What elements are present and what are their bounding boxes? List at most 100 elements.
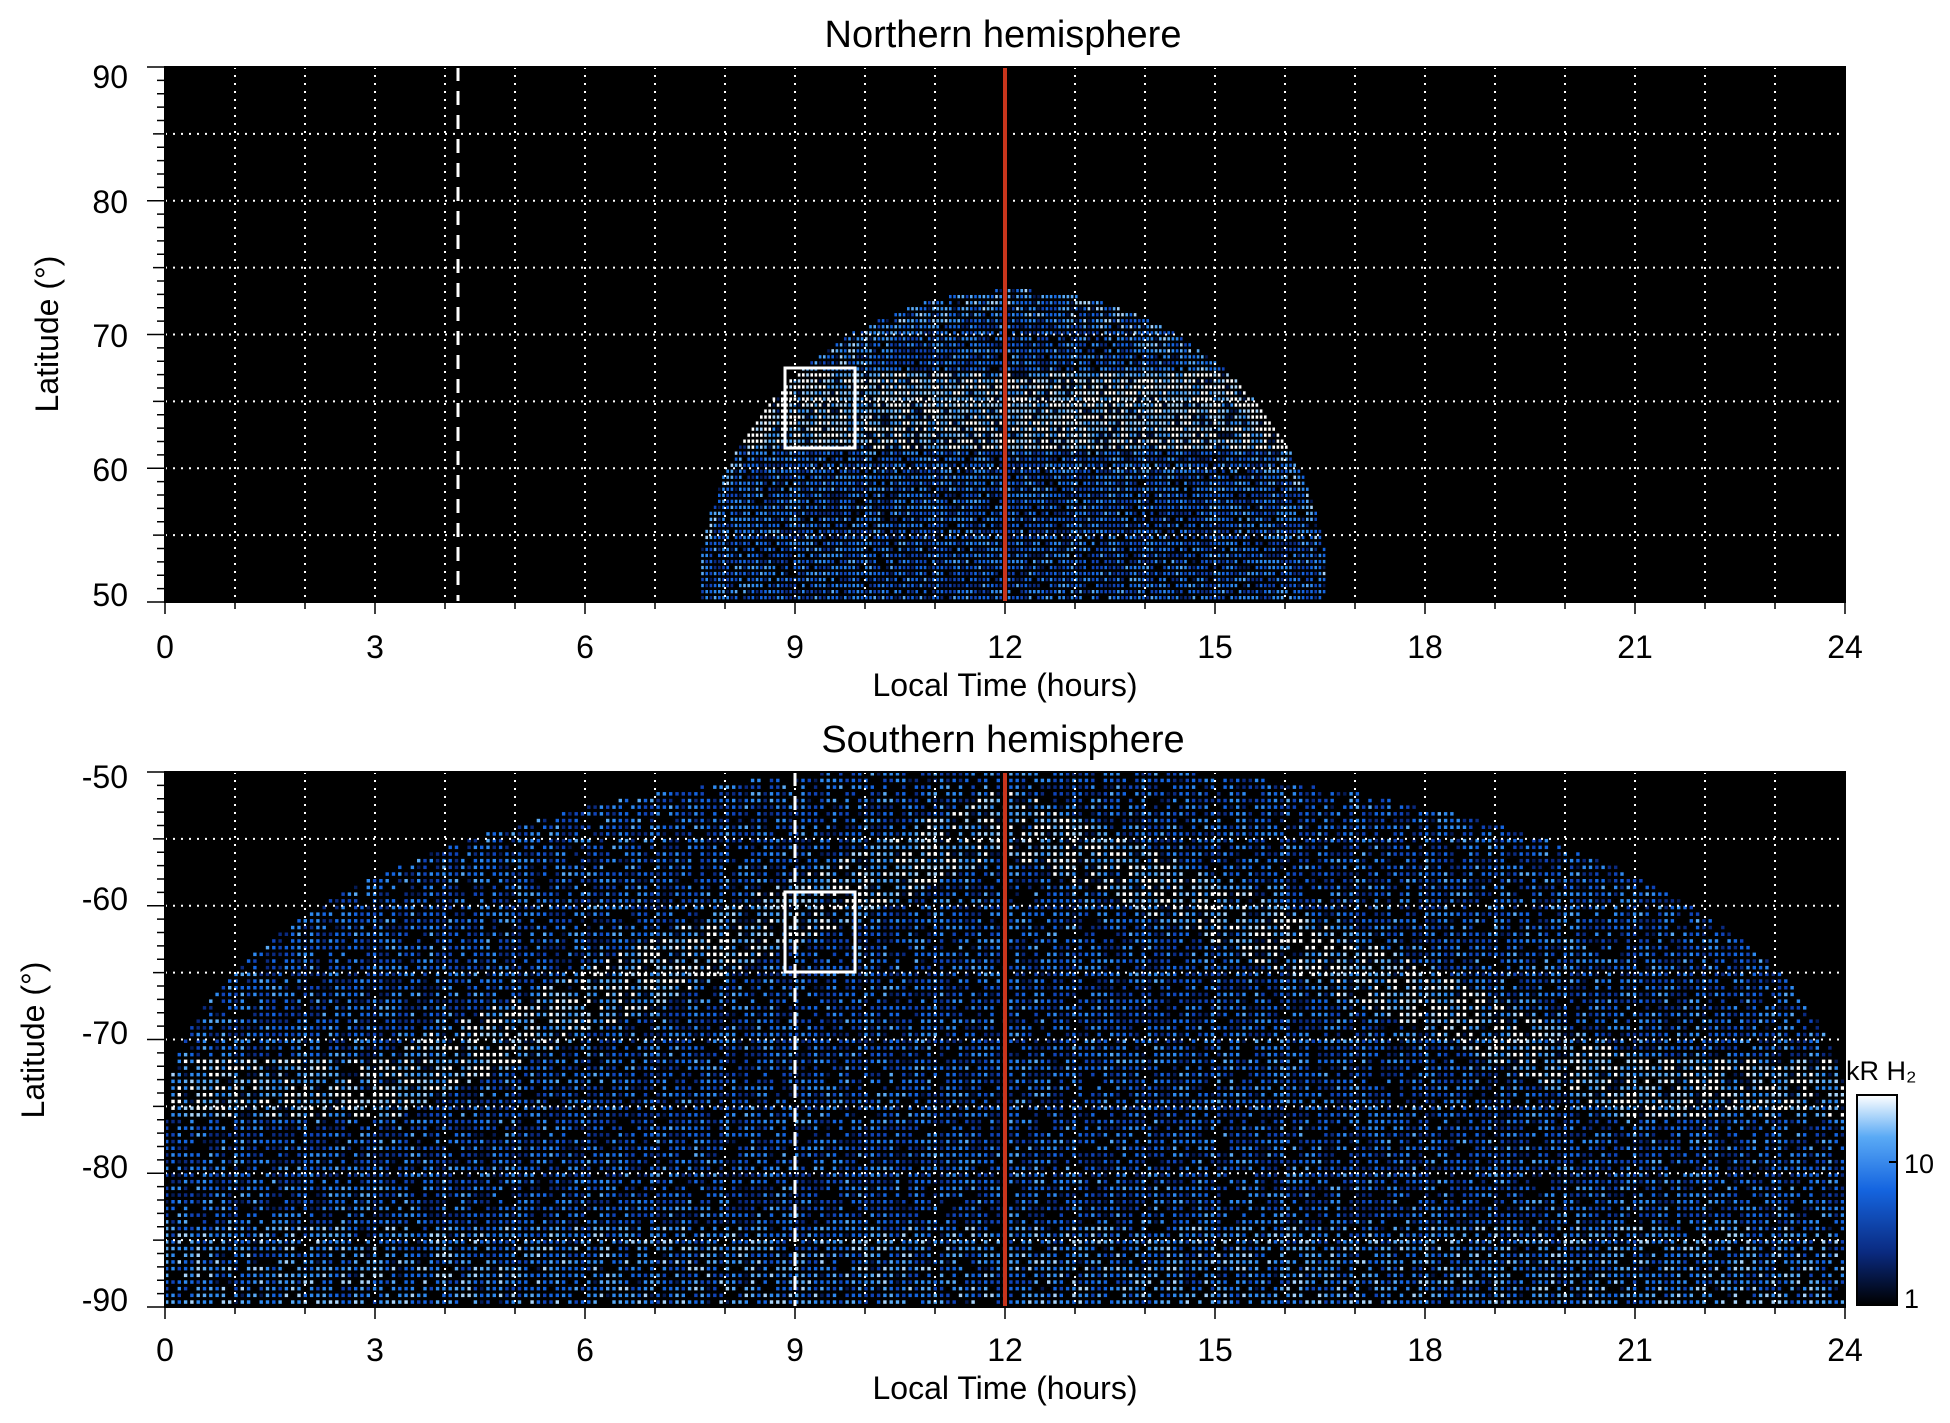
north-heat-cell bbox=[936, 367, 939, 371]
north-heat-cell bbox=[827, 529, 830, 534]
north-heat-cell bbox=[810, 481, 813, 485]
north-heat-cell bbox=[957, 409, 960, 413]
north-heat-cell bbox=[936, 403, 939, 407]
north-heat-cell bbox=[995, 529, 998, 534]
north-heat-cell bbox=[1075, 373, 1078, 377]
north-heat-cell bbox=[1138, 343, 1141, 347]
north-heat-cell bbox=[1167, 487, 1170, 491]
north-heat-cell bbox=[1159, 596, 1162, 600]
north-heat-cell bbox=[1180, 571, 1183, 576]
north-heat-cell bbox=[1096, 565, 1099, 570]
north-heat-cell bbox=[902, 361, 906, 365]
north-heat-cell bbox=[869, 391, 872, 395]
north-heat-cell bbox=[1024, 596, 1028, 600]
north-heat-cell bbox=[995, 301, 998, 305]
north-heat-cell bbox=[869, 493, 872, 497]
north-heat-cell bbox=[844, 463, 847, 467]
north-heat-cell bbox=[919, 427, 923, 431]
north-heat-cell bbox=[856, 331, 860, 335]
north-heat-cell bbox=[818, 427, 822, 431]
north-heat-cell bbox=[781, 559, 784, 564]
north-heat-cell bbox=[755, 547, 759, 552]
north-heat-cell bbox=[1091, 337, 1095, 341]
north-heat-cell bbox=[860, 457, 864, 461]
north-heat-cell bbox=[852, 535, 855, 540]
north-heat-cell bbox=[1041, 553, 1044, 558]
north-heat-cell bbox=[991, 343, 994, 347]
north-heat-cell bbox=[1007, 301, 1011, 305]
north-heat-cell bbox=[827, 391, 830, 395]
north-heat-cell bbox=[1058, 596, 1061, 600]
north-heat-cell bbox=[1100, 433, 1103, 437]
north-heat-cell bbox=[1159, 475, 1162, 479]
north-heat-cell bbox=[1012, 475, 1015, 479]
north-heat-cell bbox=[1096, 409, 1099, 413]
north-heat-cell bbox=[873, 451, 876, 455]
north-heat-cell bbox=[974, 319, 977, 323]
north-heat-cell bbox=[718, 505, 721, 509]
north-heat-cell bbox=[713, 577, 717, 582]
north-heat-cell bbox=[1016, 553, 1019, 558]
north-heat-cell bbox=[991, 367, 994, 371]
north-heat-cell bbox=[1150, 379, 1154, 383]
north-heat-cell bbox=[1028, 337, 1032, 341]
north-heat-cell bbox=[831, 451, 834, 455]
north-heat-cell bbox=[873, 481, 876, 485]
north-heat-cell bbox=[1066, 505, 1070, 509]
north-heat-cell bbox=[1045, 421, 1049, 425]
north-heat-cell bbox=[1117, 403, 1120, 407]
north-heat-cell bbox=[1020, 391, 1023, 395]
north-heat-cell bbox=[848, 475, 851, 479]
north-heat-cell bbox=[1037, 547, 1040, 552]
north-heat-cell bbox=[1012, 331, 1015, 335]
north-heat-cell bbox=[1171, 439, 1175, 443]
north-heat-cell bbox=[919, 481, 923, 485]
north-heat-cell bbox=[1049, 373, 1053, 377]
north-heat-cell bbox=[1037, 583, 1040, 588]
north-heat-cell bbox=[1020, 475, 1023, 479]
north-heat-cell bbox=[1142, 415, 1145, 419]
north-heat-cell bbox=[873, 367, 876, 371]
north-heat-cell bbox=[1070, 379, 1074, 383]
north-heat-cell bbox=[949, 343, 952, 347]
north-heat-cell bbox=[1066, 571, 1070, 576]
north-heat-cell bbox=[949, 457, 952, 461]
north-heat-cell bbox=[835, 505, 839, 509]
north-heat-cell bbox=[995, 385, 998, 389]
north-heat-cell bbox=[986, 547, 990, 552]
north-heat-cell bbox=[928, 583, 931, 588]
north-heat-cell bbox=[810, 571, 813, 576]
north-heat-cell bbox=[999, 295, 1002, 299]
north-heat-cell bbox=[1096, 505, 1099, 509]
north-heat-cell bbox=[852, 361, 855, 365]
north-heat-cell bbox=[722, 493, 725, 497]
north-heat-cell bbox=[806, 511, 809, 515]
north-heat-cell bbox=[1083, 541, 1086, 546]
north-heat-cell bbox=[1112, 505, 1116, 509]
north-heat-cell bbox=[1058, 343, 1061, 347]
north-heat-cell bbox=[965, 331, 969, 335]
north-heat-cell bbox=[722, 511, 725, 515]
north-heat-cell bbox=[953, 475, 956, 479]
north-heat-cell bbox=[768, 463, 771, 467]
north-heat-cell bbox=[755, 421, 759, 425]
north-heat-cell bbox=[932, 469, 935, 473]
north-heat-cell bbox=[1087, 319, 1091, 323]
north-heat-cell bbox=[1112, 337, 1116, 341]
north-heat-cell bbox=[1062, 307, 1065, 311]
north-heat-cell bbox=[835, 511, 839, 515]
north-heat-cell bbox=[751, 590, 755, 594]
north-heat-cell bbox=[1108, 403, 1112, 407]
north-heat-cell bbox=[726, 505, 729, 509]
north-heat-cell bbox=[902, 319, 906, 323]
north-heat-cell bbox=[848, 487, 851, 491]
north-heat-cell bbox=[709, 529, 713, 534]
north-heat-cell bbox=[923, 499, 927, 503]
north-heat-cell bbox=[1058, 565, 1061, 570]
north-heat-cell bbox=[1150, 433, 1154, 437]
north-heat-cell bbox=[898, 535, 902, 540]
north-heat-cell bbox=[919, 590, 923, 594]
north-heat-cell bbox=[852, 523, 855, 528]
north-heat-cell bbox=[978, 433, 981, 437]
north-heat-cell bbox=[1163, 590, 1166, 594]
